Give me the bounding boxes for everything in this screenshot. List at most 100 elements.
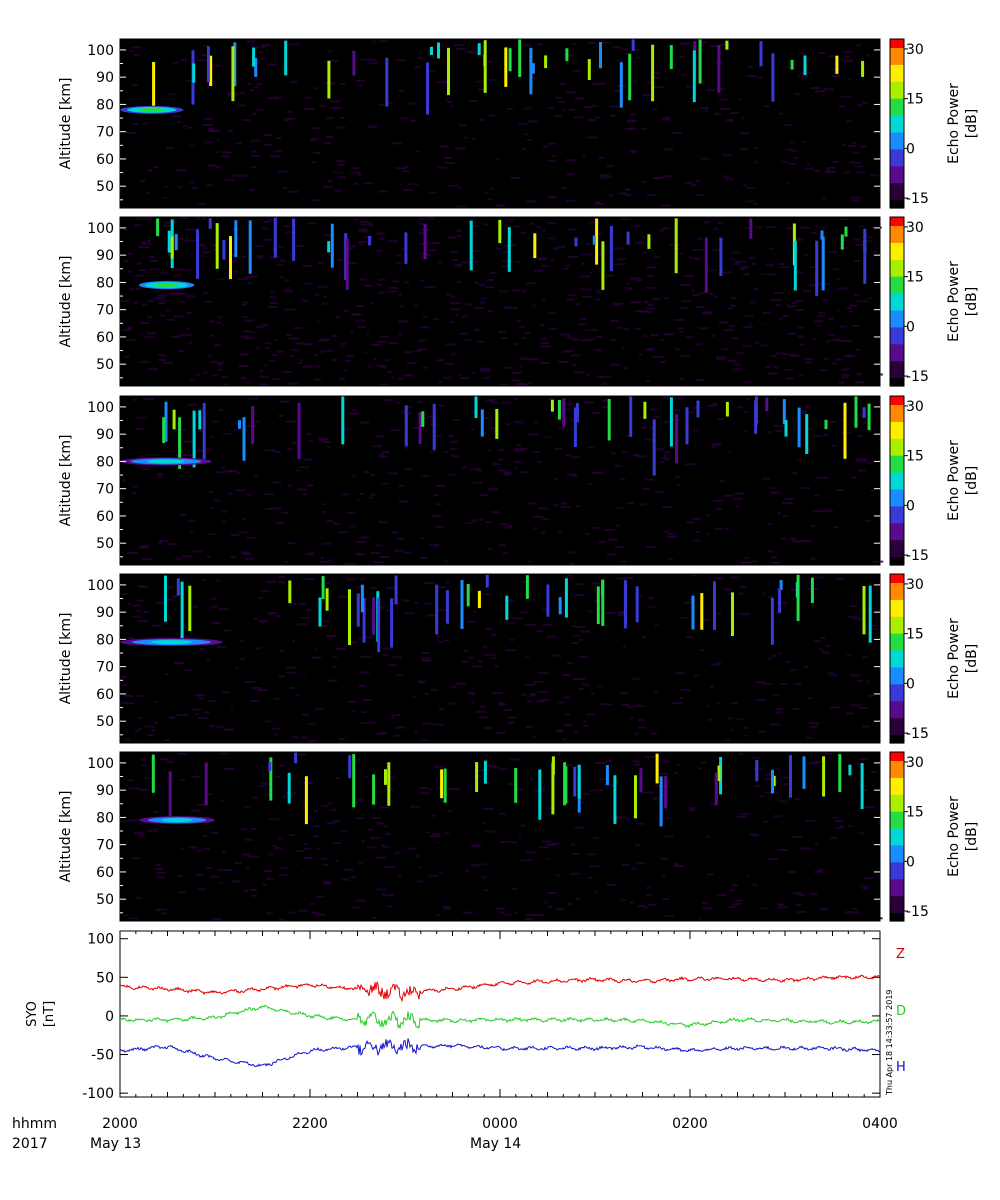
- noise-texture: [122, 752, 883, 921]
- ytick-label: 90: [96, 605, 114, 621]
- echo-layer: [120, 105, 184, 114]
- ytick-label: 70: [96, 125, 114, 141]
- ytick-label: 80: [96, 97, 114, 113]
- ytick-label: 60: [96, 687, 114, 703]
- colorbar-tick-label: -15: [906, 191, 929, 207]
- xtick-label: 2000: [102, 1116, 138, 1132]
- xtick-label: 0400: [862, 1116, 898, 1132]
- colorbar-unit: [dB]: [964, 822, 980, 851]
- noise-texture: [120, 574, 879, 742]
- colorbar-tick-label: -15: [906, 369, 929, 385]
- colorbar-tick-label: -15: [906, 548, 929, 564]
- echo-layer: [139, 816, 215, 825]
- colorbar-unit: [dB]: [964, 109, 980, 138]
- radar-ylabel: Altitude [km]: [58, 791, 74, 883]
- echo-layer: [139, 281, 195, 290]
- xtick-label: 0200: [672, 1116, 708, 1132]
- colorbar-tick-label: 15: [906, 805, 924, 821]
- x-row1-label: hhmm: [12, 1116, 57, 1132]
- colorbar-unit: [dB]: [964, 287, 980, 316]
- colorbar-label: Echo Power: [946, 261, 962, 342]
- colorbar-tick-label: 0: [906, 854, 915, 870]
- radar-panel-2: 100 90 80 70 60 50 Altitude [km] 30 15 0 -15 Echo P…: [58, 216, 980, 387]
- radar-plot-area: [120, 752, 880, 921]
- colorbar-label: Echo Power: [946, 618, 962, 699]
- radar-panel-5: 100 90 80 70 60 50 Altitude [km] 30 15 0 -15 Echo P…: [58, 751, 980, 922]
- radar-panel-3: 100 90 80 70 60 50 Altitude [km] 30 15 0 -15 Echo P…: [58, 395, 980, 566]
- radar-panel-1: 100 90 80 70 60 50 Altitude [km] 30 15 0 -15 Echo P…: [58, 38, 980, 209]
- colorbar: 30 15 0 -15 Echo Power [dB]: [889, 38, 980, 209]
- radar-plot-area: [120, 396, 880, 565]
- ytick-label: 80: [96, 275, 114, 291]
- legend-z: Z: [896, 947, 905, 962]
- colorbar-tick-label: 15: [906, 449, 924, 465]
- colorbar-tick-label: 30: [906, 755, 924, 771]
- colorbar: 30 15 0 -15 Echo Power [dB]: [889, 573, 980, 744]
- ytick-label: 80: [96, 632, 114, 648]
- colorbar-tick-label: 0: [906, 498, 915, 514]
- ytick-label: 100: [87, 221, 114, 237]
- colorbar-tick-label: 15: [906, 627, 924, 643]
- colorbar-tick-label: 30: [906, 577, 924, 593]
- colorbar-tick-label: 15: [906, 92, 924, 108]
- ytick-label: 60: [96, 152, 114, 168]
- colorbar-label: Echo Power: [946, 440, 962, 521]
- ytick-label: 100: [87, 578, 114, 594]
- xtick-label: 2200: [292, 1116, 328, 1132]
- colorbar-tick-label: -15: [906, 726, 929, 742]
- radar-ylabel: Altitude [km]: [58, 78, 74, 170]
- date-label-may14: May 14: [470, 1136, 521, 1152]
- ytick-label: 50: [96, 536, 114, 552]
- radar-ylabel: Altitude [km]: [58, 256, 74, 348]
- magnetometer-panel: 100 50 0 -50 -100 SYO [nT] Z D H Thu Apr 18 1…: [25, 930, 906, 1102]
- date-label-may13: May 13: [90, 1136, 141, 1152]
- colorbar-label: Echo Power: [946, 796, 962, 877]
- ytick-label: 70: [96, 482, 114, 498]
- mag-ytick-label: 100: [87, 932, 114, 948]
- colorbar-tick-label: 0: [906, 676, 915, 692]
- radar-plot-area: [120, 574, 880, 743]
- mag-ytick-label: -100: [82, 1086, 114, 1102]
- legend-h: H: [896, 1060, 906, 1075]
- ytick-label: 90: [96, 248, 114, 264]
- ytick-label: 90: [96, 70, 114, 86]
- time-axis: hhmm 2017 2000 2200 0000 0200 0400 May 13 Ma…: [12, 1116, 898, 1152]
- legend-d: D: [896, 1004, 906, 1019]
- colorbar-tick-label: 30: [906, 399, 924, 415]
- xtick-label: 0000: [482, 1116, 518, 1132]
- echo-layer: [119, 457, 212, 466]
- mag-ytick-label: 50: [96, 970, 114, 986]
- ytick-label: 70: [96, 660, 114, 676]
- colorbar-tick-label: 30: [906, 42, 924, 58]
- ytick-label: 50: [96, 714, 114, 730]
- echo-streaks: [152, 39, 865, 115]
- ytick-label: 60: [96, 330, 114, 346]
- ytick-label: 90: [96, 427, 114, 443]
- radar-plot-area: [120, 39, 880, 208]
- ytick-label: 90: [96, 783, 114, 799]
- colorbar: 30 15 0 -15 Echo Power [dB]: [889, 216, 980, 387]
- mag-ytick-label: -50: [91, 1048, 114, 1064]
- ytick-label: 100: [87, 756, 114, 772]
- colorbar-label: Echo Power: [946, 83, 962, 164]
- echo-streaks: [164, 574, 872, 653]
- radar-panel-4: 100 90 80 70 60 50 Altitude [km] 30 15 0 -15 Echo P…: [58, 573, 980, 744]
- colorbar: 30 15 0 -15 Echo Power [dB]: [889, 751, 980, 922]
- colorbar-tick-label: 0: [906, 141, 915, 157]
- noise-texture: [121, 39, 879, 208]
- radar-ylabel: Altitude [km]: [58, 613, 74, 705]
- colorbar-tick-label: 30: [906, 220, 924, 236]
- ytick-label: 80: [96, 810, 114, 826]
- colorbar-tick-label: 0: [906, 319, 915, 335]
- magnetometer-plot-area: [119, 930, 881, 1098]
- ytick-label: 60: [96, 509, 114, 525]
- colorbar: 30 15 0 -15 Echo Power [dB]: [889, 395, 980, 566]
- echo-streaks: [151, 752, 864, 827]
- ytick-label: 100: [87, 43, 114, 59]
- radar-ylabel: Altitude [km]: [58, 435, 74, 527]
- ytick-label: 70: [96, 303, 114, 319]
- series-D-line: [119, 1004, 881, 1029]
- mag-ytick-label: 0: [105, 1009, 114, 1025]
- ytick-label: 80: [96, 454, 114, 470]
